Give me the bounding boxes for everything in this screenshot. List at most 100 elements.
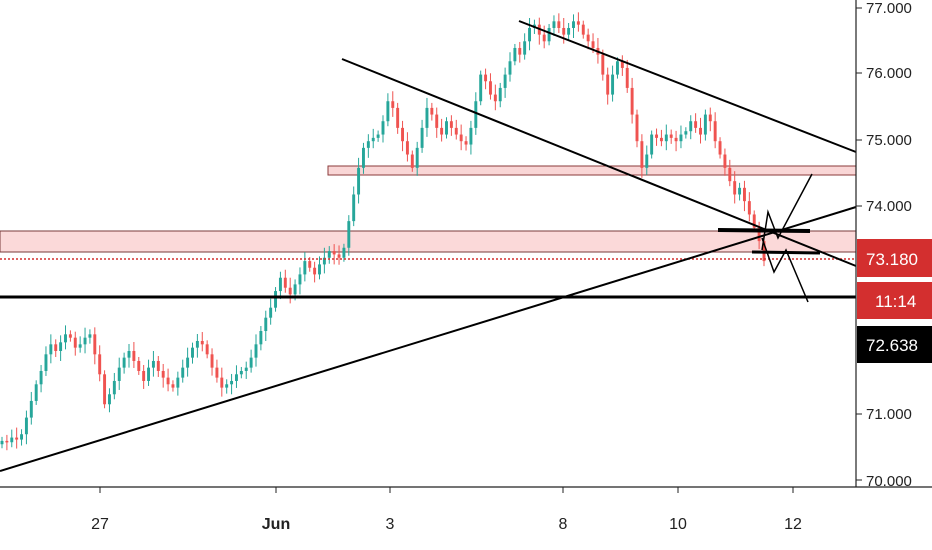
candle-body (655, 134, 659, 138)
projection-arrow-down (761, 237, 809, 303)
candle-body (24, 417, 28, 435)
candle-body (723, 154, 727, 168)
upper-channel-trendline (518, 20, 857, 153)
price-badge-current-bg (857, 239, 932, 277)
candle-body (181, 367, 185, 378)
candle-body (215, 367, 219, 378)
candle-body (132, 350, 136, 361)
candle-body (459, 134, 463, 142)
candle-body (64, 334, 67, 343)
candle-body (464, 141, 468, 145)
candle-body (137, 360, 141, 371)
candle-body (508, 61, 512, 75)
candle-body (611, 74, 615, 95)
candle-body (386, 101, 390, 122)
candle-body (625, 67, 629, 88)
countdown-badge-bg (857, 282, 932, 319)
candle-body (200, 341, 204, 345)
candle-body (469, 127, 473, 145)
candle-body (366, 141, 370, 148)
countdown-badge-label: 11:14 (875, 292, 916, 311)
candle-body (357, 167, 361, 195)
candle-body (435, 114, 439, 128)
candle-body (337, 254, 341, 258)
candle-body (259, 331, 263, 345)
candle-body (342, 247, 346, 258)
candle-body (103, 374, 107, 405)
candle-body (176, 377, 180, 388)
candle-body (371, 137, 375, 142)
x-tick-label: Jun (262, 516, 290, 533)
candle-body (752, 214, 756, 228)
candle-body (747, 201, 751, 215)
ascending-support-trendline (0, 206, 857, 472)
candle-body (718, 141, 722, 155)
short-level-top (717, 228, 811, 233)
candle-body (83, 337, 87, 345)
candle-body (401, 127, 405, 142)
x-tick-label: 8 (559, 516, 568, 533)
candle-body (269, 307, 273, 318)
candle-body (562, 27, 566, 35)
candle-body (239, 370, 243, 375)
candle-body (112, 380, 116, 395)
candle-body (591, 41, 595, 48)
x-tick-label: 3 (386, 516, 395, 533)
candle-body (117, 367, 121, 381)
candle-body (39, 370, 43, 385)
candle-body (449, 121, 453, 128)
candle-body (10, 437, 14, 443)
candle-body (322, 257, 326, 265)
y-tick-label: 75.000 (866, 132, 912, 149)
candle-body (713, 121, 717, 142)
candle-body (376, 134, 380, 138)
candle-body (361, 147, 365, 168)
projection-arrow-up (761, 173, 813, 251)
time-axis-ticks: 27 Jun 3 8 10 12 (91, 487, 802, 533)
candle-body (0, 440, 4, 445)
candle-body (142, 370, 146, 381)
candle-body (552, 21, 556, 28)
candle-body (352, 194, 356, 222)
candle-body (308, 261, 312, 268)
candle-body (703, 114, 707, 135)
price-badge-support-label: 72.638 (866, 336, 918, 355)
short-level-bottom (751, 250, 821, 255)
candle-body (293, 284, 297, 295)
candle-body (689, 121, 693, 132)
candle-body (733, 181, 737, 195)
candle-body (230, 380, 234, 385)
candle-body (405, 141, 409, 155)
candle-body (498, 87, 502, 102)
price-badge-current: 73.180 (857, 239, 932, 277)
candle-body (523, 41, 527, 55)
candle-body (420, 127, 424, 148)
candle-body (493, 94, 497, 102)
candle-body (757, 227, 761, 242)
candle-body (518, 47, 522, 55)
candle-body (78, 344, 82, 348)
candle-body (528, 27, 532, 42)
candle-body (474, 101, 478, 128)
candle-body (410, 154, 414, 168)
candle-body (620, 61, 624, 68)
candle-body (98, 354, 102, 375)
candle-body (93, 334, 97, 355)
x-tick-label: 10 (669, 516, 687, 533)
candle-body (547, 27, 551, 42)
price-badge-support-bg (857, 326, 932, 363)
candle-body (674, 137, 678, 142)
candle-body (283, 277, 287, 288)
candle-body (68, 334, 72, 338)
candle-body (186, 357, 190, 368)
candle-body (5, 440, 9, 443)
candle-body (210, 354, 214, 368)
candle-body (664, 134, 668, 142)
candle-body (318, 264, 321, 275)
candle-body (645, 154, 649, 168)
candle-body (425, 107, 429, 128)
candle-body (288, 287, 292, 295)
candle-body (708, 114, 712, 122)
candle-body (572, 21, 575, 28)
y-tick-label: 70.000 (866, 473, 912, 490)
